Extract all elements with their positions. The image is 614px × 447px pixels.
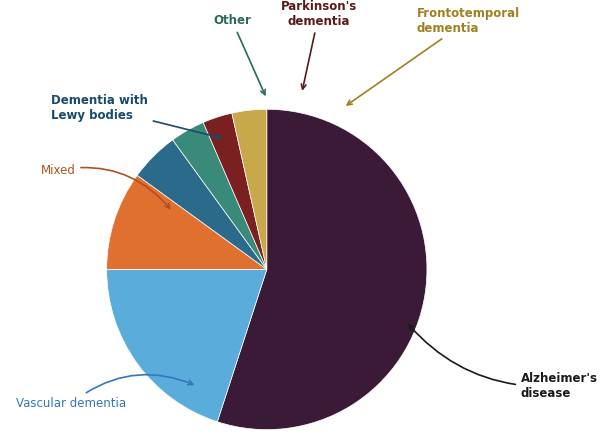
Wedge shape <box>217 109 427 430</box>
Wedge shape <box>232 109 267 270</box>
Wedge shape <box>107 175 267 270</box>
Text: Vascular dementia: Vascular dementia <box>16 375 193 410</box>
Text: Other: Other <box>213 14 265 95</box>
Wedge shape <box>173 122 267 270</box>
Text: Dementia with
Lewy bodies: Dementia with Lewy bodies <box>51 93 220 139</box>
Wedge shape <box>107 270 267 422</box>
Wedge shape <box>138 140 267 270</box>
Text: Mixed: Mixed <box>41 164 170 208</box>
Text: Alzheimer's
disease: Alzheimer's disease <box>409 325 598 400</box>
Wedge shape <box>203 113 267 270</box>
Text: Frontotemporal
dementia: Frontotemporal dementia <box>347 7 519 105</box>
Text: Parkinson's
dementia: Parkinson's dementia <box>281 0 357 89</box>
